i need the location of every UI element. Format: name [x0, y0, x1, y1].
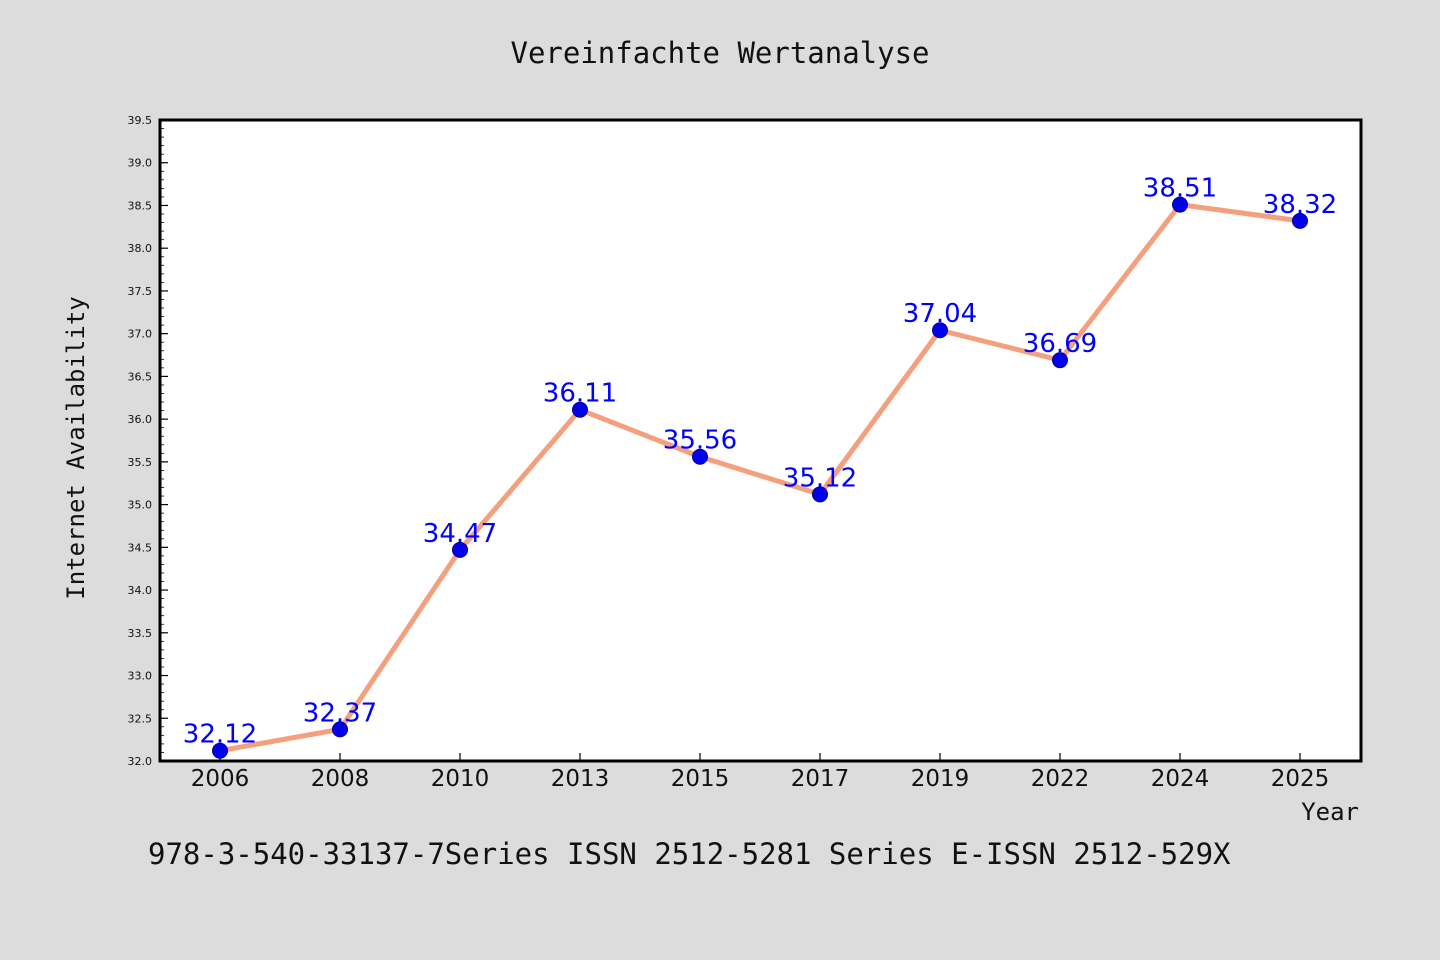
x-axis-label: Year: [1301, 798, 1359, 826]
y-tick-label: 35.0: [128, 499, 153, 512]
y-tick-label: 37.5: [128, 285, 153, 298]
x-tick-label: 2019: [911, 766, 970, 792]
data-label: 34.47: [423, 519, 497, 549]
series-line: [217, 202, 1303, 754]
data-point: [332, 721, 348, 738]
data-label: 35.12: [783, 463, 857, 493]
data-label: 38.32: [1263, 190, 1337, 220]
plot-frame: [158, 118, 1363, 763]
y-tick-label: 34.5: [128, 541, 153, 554]
y-axis: 32.0 32.5 33.0 33.5 34.0 34.5 35.0 35.5 36.0 36.5…: [128, 114, 168, 768]
data-point: [1172, 196, 1188, 213]
data-label: 35.56: [663, 426, 737, 456]
data-point: [812, 486, 828, 503]
data-label: 37.04: [903, 299, 977, 329]
y-tick-label: 38.0: [128, 242, 153, 255]
chart-title: Vereinfachte Wertanalyse: [510, 36, 929, 70]
x-tick-label: 2022: [1031, 766, 1090, 792]
data-label: 36.11: [543, 379, 617, 409]
y-tick-label: 34.0: [128, 584, 153, 597]
series-layer: [212, 196, 1308, 759]
data-point: [452, 541, 468, 558]
y-axis-label: Internet Availability: [62, 296, 90, 599]
data-label: 32.12: [183, 720, 257, 750]
x-tick-label: 2025: [1271, 766, 1330, 792]
y-tick-label: 39.0: [128, 157, 153, 170]
data-point: [692, 448, 708, 465]
x-tick-label: 2006: [191, 766, 250, 792]
footer-text: 978-3-540-33137-7Series ISSN 2512-5281 S…: [148, 837, 1231, 871]
data-point: [1052, 352, 1068, 369]
y-tick-label: 38.5: [128, 199, 153, 212]
y-tick-label: 37.0: [128, 328, 153, 341]
data-label: 32.37: [303, 698, 377, 728]
x-tick-label: 2015: [671, 766, 730, 792]
y-tick-label: 33.0: [128, 670, 153, 683]
x-tick-label: 2017: [791, 766, 850, 792]
data-point: [572, 401, 588, 418]
x-tick-label: 2024: [1151, 766, 1210, 792]
plot-area: 32.0 32.5 33.0 33.5 34.0 34.5 35.0 35.5 36.0 36.5…: [128, 114, 1363, 792]
y-tick-label: 33.5: [128, 627, 153, 640]
y-tick-label: 32.0: [128, 755, 153, 768]
data-label: 36.69: [1023, 329, 1097, 359]
y-tick-label: 39.5: [128, 114, 153, 127]
y-tick-label: 36.5: [128, 370, 153, 383]
data-point: [1292, 212, 1308, 229]
x-tick-label: 2008: [311, 766, 370, 792]
x-tick-label: 2013: [551, 766, 610, 792]
data-label: 38.51: [1143, 174, 1217, 204]
y-tick-label: 35.5: [128, 456, 153, 469]
data-labels: 32.12 32.37 34.47 36.11 35.56 35.12 37.04 36.69…: [183, 174, 1337, 750]
x-tick-label: 2010: [431, 766, 490, 792]
data-point: [212, 742, 228, 759]
x-axis: 2006 2008 2010 2013 2015 2017 2019 2022 2024 2025: [191, 753, 1330, 792]
y-tick-label: 32.5: [128, 712, 153, 725]
y-tick-label: 36.0: [128, 413, 153, 426]
data-point: [932, 322, 948, 339]
